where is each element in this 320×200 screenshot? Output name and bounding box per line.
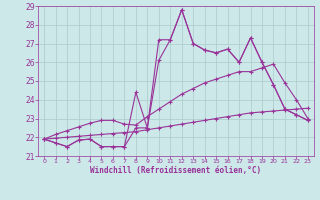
X-axis label: Windchill (Refroidissement éolien,°C): Windchill (Refroidissement éolien,°C) xyxy=(91,166,261,175)
